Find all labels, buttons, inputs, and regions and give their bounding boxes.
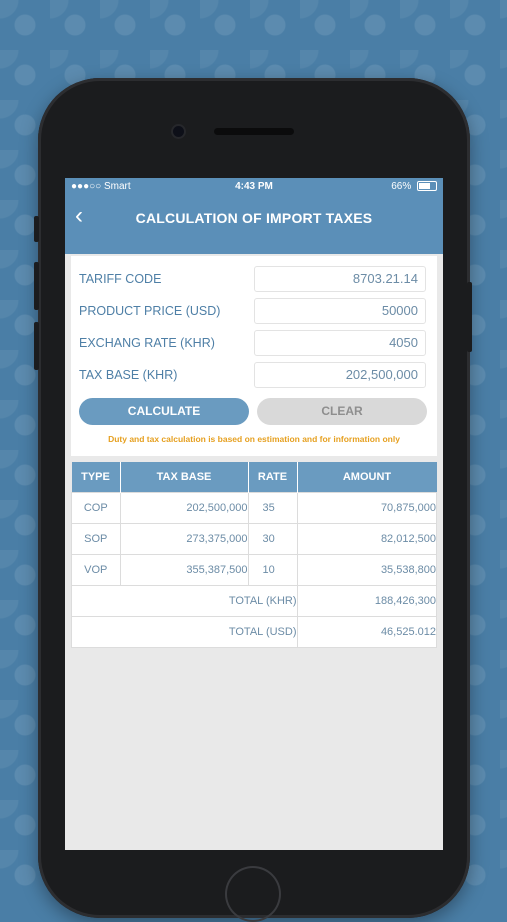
header-rate: RATE bbox=[248, 462, 298, 493]
battery-icon bbox=[417, 181, 437, 192]
cell-tax-base: 202,500,000 bbox=[119, 492, 249, 524]
table-row: VOP 355,387,500 10 35,538,800 bbox=[71, 554, 437, 586]
battery-percent: 66% bbox=[391, 181, 412, 192]
cell-type: COP bbox=[71, 492, 121, 524]
status-time: 4:43 PM bbox=[235, 181, 273, 192]
power-button bbox=[467, 282, 472, 352]
tax-table: TYPE TAX BASE RATE AMOUNT COP 202,500,00… bbox=[71, 462, 437, 648]
cell-tax-base: 273,375,000 bbox=[119, 523, 249, 555]
product-price-label: PRODUCT PRICE (USD) bbox=[79, 304, 221, 318]
tariff-code-label: TARIFF CODE bbox=[79, 272, 162, 286]
cell-rate: 35 bbox=[247, 492, 298, 524]
cell-rate: 30 bbox=[247, 523, 298, 555]
app-header: ●●●○○ Smart 4:43 PM 66% ‹ CALCULATION OF… bbox=[65, 178, 443, 254]
status-bar: ●●●○○ Smart 4:43 PM 66% bbox=[65, 178, 443, 196]
cell-type: VOP bbox=[71, 554, 121, 586]
clear-button[interactable]: CLEAR bbox=[257, 398, 427, 425]
total-usd-row: TOTAL (USD) 46,525.012 bbox=[71, 616, 437, 648]
total-usd-label: TOTAL (USD) bbox=[71, 616, 298, 648]
mute-switch bbox=[34, 216, 39, 242]
volume-up-button bbox=[34, 262, 39, 310]
disclaimer-note: Duty and tax calculation is based on est… bbox=[108, 434, 400, 444]
volume-down-button bbox=[34, 322, 39, 370]
page-title: CALCULATION OF IMPORT TAXES bbox=[135, 210, 373, 226]
header-tax-base: TAX BASE bbox=[120, 462, 249, 493]
tax-base-label: TAX BASE (KHR) bbox=[79, 368, 178, 382]
tax-base-field[interactable]: 202,500,000 bbox=[254, 362, 426, 388]
total-usd-value: 46,525.012 bbox=[296, 616, 437, 648]
table-header-row: TYPE TAX BASE RATE AMOUNT bbox=[71, 462, 437, 493]
home-button[interactable] bbox=[225, 866, 281, 922]
input-panel: TARIFF CODE 8703.21.14 PRODUCT PRICE (US… bbox=[71, 256, 437, 456]
carrier-label: ●●●○○ Smart bbox=[71, 181, 131, 192]
cell-rate: 10 bbox=[247, 554, 298, 586]
cell-tax-base: 355,387,500 bbox=[119, 554, 249, 586]
back-chevron-icon[interactable]: ‹ bbox=[75, 202, 83, 229]
earpiece-speaker bbox=[214, 128, 294, 135]
app-screen: ●●●○○ Smart 4:43 PM 66% ‹ CALCULATION OF… bbox=[65, 178, 443, 850]
exchange-rate-field[interactable]: 4050 bbox=[254, 330, 426, 356]
table-row: SOP 273,375,000 30 82,012,500 bbox=[71, 523, 437, 555]
total-khr-label: TOTAL (KHR) bbox=[71, 585, 298, 617]
total-khr-value: 188,426,300 bbox=[296, 585, 437, 617]
calculate-button[interactable]: CALCULATE bbox=[79, 398, 249, 425]
cell-amount: 70,875,000 bbox=[296, 492, 437, 524]
battery-indicator: 66% bbox=[391, 181, 437, 192]
tariff-code-field[interactable]: 8703.21.14 bbox=[254, 266, 426, 292]
header-amount: AMOUNT bbox=[297, 462, 437, 493]
table-row: COP 202,500,000 35 70,875,000 bbox=[71, 492, 437, 524]
front-camera bbox=[173, 126, 184, 137]
cell-type: SOP bbox=[71, 523, 121, 555]
header-type: TYPE bbox=[71, 462, 121, 493]
total-khr-row: TOTAL (KHR) 188,426,300 bbox=[71, 585, 437, 617]
cell-amount: 82,012,500 bbox=[296, 523, 437, 555]
cell-amount: 35,538,800 bbox=[296, 554, 437, 586]
product-price-field[interactable]: 50000 bbox=[254, 298, 426, 324]
exchange-rate-label: EXCHANG RATE (KHR) bbox=[79, 336, 215, 350]
